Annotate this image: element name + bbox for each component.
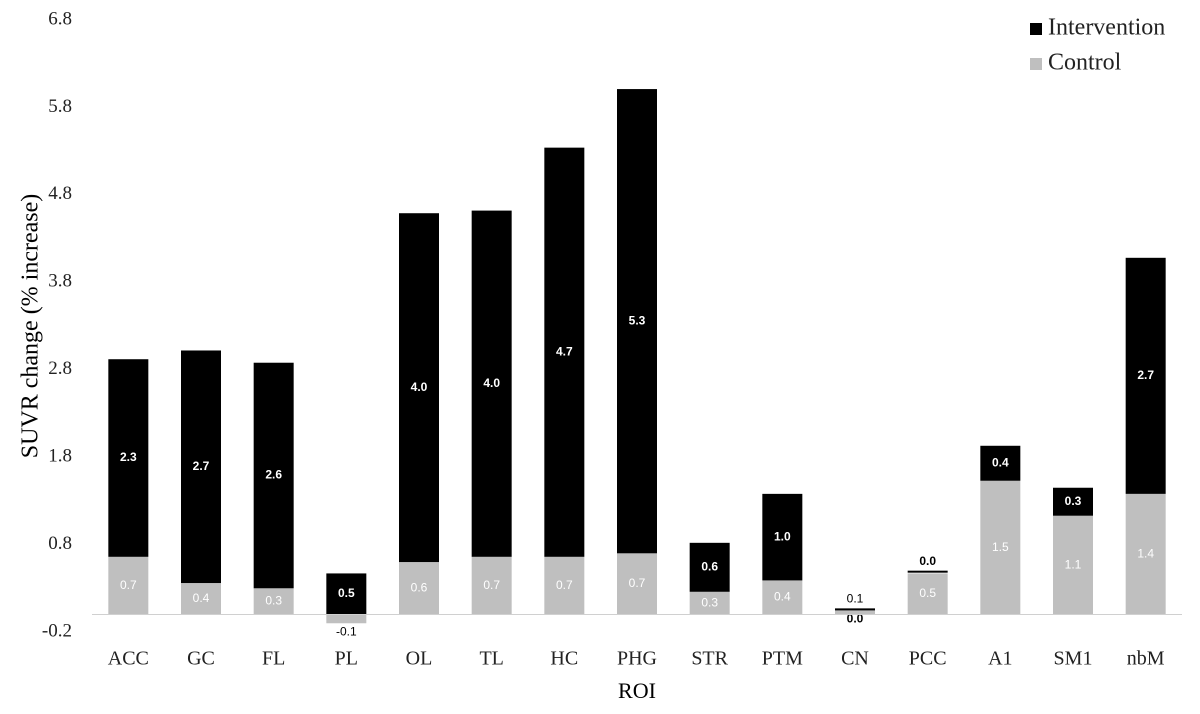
- bar-segment: [1053, 515, 1093, 615]
- data-label: 0.1: [847, 592, 864, 606]
- data-label: 0.4: [774, 590, 791, 604]
- bar-segment: [835, 608, 875, 611]
- bar-segment: [907, 573, 948, 615]
- data-label: 0.4: [193, 591, 210, 605]
- bar-segment: [1125, 493, 1166, 615]
- data-label: 0.6: [701, 559, 718, 573]
- bar-segment: [617, 553, 657, 615]
- data-label: 1.5: [992, 540, 1009, 554]
- data-label: 1.4: [1137, 546, 1154, 560]
- x-axis-label: ROI: [618, 678, 656, 703]
- bar-segment: [980, 445, 1021, 481]
- data-label: 2.7: [1137, 368, 1154, 382]
- bar-segment: [1125, 257, 1166, 494]
- x-tick-label: CN: [841, 648, 869, 670]
- y-tick-label: 0.8: [48, 533, 72, 554]
- x-tick-label: STR: [691, 648, 728, 670]
- x-tick-label: FL: [262, 648, 285, 670]
- bar-segment: [108, 359, 149, 557]
- legend-label: Control: [1048, 50, 1122, 76]
- bar-segment: [471, 210, 512, 557]
- data-label: 1.0: [774, 529, 791, 543]
- x-tick-label: nbM: [1127, 648, 1165, 670]
- data-label: -0.1: [336, 624, 357, 638]
- data-label: 0.3: [265, 594, 282, 608]
- x-tick-label: PL: [335, 648, 358, 670]
- x-tick-label: PHG: [617, 648, 657, 670]
- bar-segment: [399, 562, 439, 615]
- legend-swatch: [1030, 23, 1042, 35]
- bar-segment: [835, 608, 875, 615]
- legend-swatch: [1030, 58, 1042, 70]
- data-label: 0.5: [919, 586, 936, 600]
- bar-segment: [471, 556, 512, 615]
- bar-segment: [253, 588, 294, 615]
- y-axis-label: SUVR change (% increase): [18, 194, 44, 459]
- y-tick-label: 1.8: [48, 446, 72, 467]
- data-label: 0.4: [992, 455, 1009, 469]
- data-label: 0.3: [1065, 494, 1082, 508]
- bar-segment: [1053, 487, 1093, 516]
- bar-segment: [762, 493, 803, 581]
- x-tick-label: HC: [550, 648, 578, 670]
- x-tick-label: A1: [988, 648, 1012, 670]
- x-tick-label: PCC: [909, 648, 947, 670]
- y-tick-label: 3.8: [48, 271, 72, 292]
- data-label: 4.0: [411, 380, 428, 394]
- y-tick-label: 4.8: [48, 183, 72, 204]
- x-tick-label: OL: [406, 648, 433, 670]
- data-label: 4.0: [483, 376, 500, 390]
- data-label: 2.3: [120, 450, 137, 464]
- y-tick-label: 2.8: [48, 358, 72, 379]
- bar-segment: [762, 580, 803, 615]
- bar-segment: [617, 89, 657, 554]
- bar-segment: [907, 570, 948, 573]
- bar-segment: [326, 614, 367, 624]
- data-label: 2.7: [193, 459, 210, 473]
- x-tick-label: PTM: [762, 648, 803, 670]
- legend-label: Intervention: [1048, 15, 1165, 41]
- bar-segment: [253, 362, 294, 589]
- bar-segment: [181, 350, 221, 584]
- data-label: 0.7: [120, 578, 137, 592]
- data-label: 0.5: [338, 586, 355, 600]
- data-label: 0.7: [556, 578, 573, 592]
- bar-segment: [544, 147, 585, 557]
- bar-segment: [181, 583, 221, 615]
- bar-segment: [544, 556, 585, 615]
- bar-segment: [399, 213, 439, 563]
- x-tick-label: GC: [187, 648, 215, 670]
- bar-segment: [689, 591, 730, 615]
- data-label: 0.0: [919, 554, 936, 568]
- x-tick-label: ACC: [108, 648, 149, 670]
- data-label: 2.6: [265, 468, 282, 482]
- y-tick-label: 6.8: [48, 8, 72, 29]
- y-tick-label: -0.2: [42, 620, 72, 641]
- data-label: 4.7: [556, 344, 573, 358]
- data-label: 0.3: [701, 595, 718, 609]
- data-label: 0.0: [847, 612, 864, 626]
- x-tick-label: TL: [479, 648, 503, 670]
- bar-segment: [326, 573, 367, 615]
- data-label: 1.1: [1065, 557, 1082, 571]
- bar-segment: [980, 480, 1021, 615]
- bar-segment: [689, 542, 730, 592]
- data-label: 5.3: [629, 313, 646, 327]
- x-tick-label: SM1: [1054, 648, 1093, 670]
- data-label: 0.7: [483, 578, 500, 592]
- bar-segment: [108, 556, 149, 615]
- data-label: 0.7: [629, 576, 646, 590]
- y-tick-label: 5.8: [48, 96, 72, 117]
- data-label: 0.6: [411, 580, 428, 594]
